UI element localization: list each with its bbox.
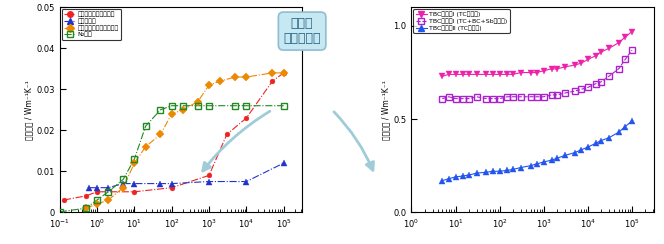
Y-axis label: 熱伝導率 / Wm⁻¹K⁻¹: 熱伝導率 / Wm⁻¹K⁻¹ bbox=[382, 80, 390, 140]
Text: 同様の
圧力依存性: 同様の 圧力依存性 bbox=[284, 17, 321, 45]
Legend: ナノ多孔質シリカ粉末, エアロゲル, グラスファイバーボード, N₂ガス: ナノ多孔質シリカ粉末, エアロゲル, グラスファイバーボード, N₂ガス bbox=[62, 9, 121, 40]
Y-axis label: 熱伝導率 / Wm⁻¹K⁻¹: 熱伝導率 / Wm⁻¹K⁻¹ bbox=[25, 80, 34, 140]
Legend: TBCコートⅠ (TC基盤付), TBCコートⅠ (TC+BC+Sb多層付), TBCコートⅡ (TC基盤付): TBCコートⅠ (TC基盤付), TBCコートⅠ (TC+BC+Sb多層付), … bbox=[414, 9, 510, 33]
